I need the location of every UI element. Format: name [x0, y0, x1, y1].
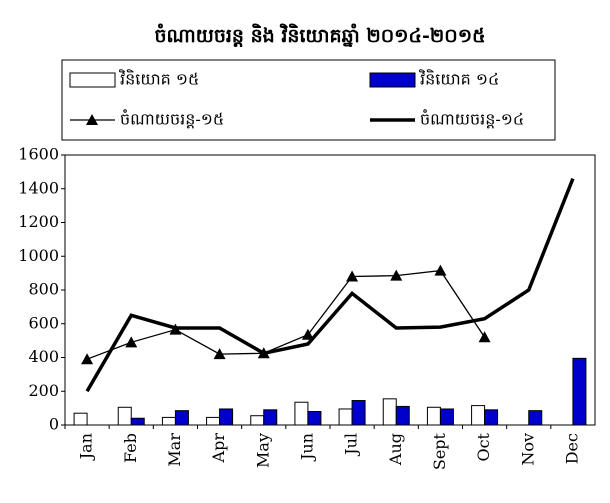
x-tick-label: Sept	[430, 432, 449, 470]
bar	[250, 415, 265, 426]
x-tick-label: Mar	[165, 433, 184, 467]
y-tick-label: 1400	[18, 178, 59, 197]
bar	[219, 408, 234, 426]
x-tick-label: May	[253, 433, 272, 468]
legend-box	[61, 59, 556, 141]
bar	[206, 416, 221, 426]
x-tick-label: Jul	[342, 433, 361, 457]
y-tick-label: 1200	[18, 212, 59, 231]
bar	[351, 400, 366, 426]
bar	[528, 410, 543, 426]
bar	[130, 417, 145, 426]
x-tick-label: Dec	[562, 433, 581, 464]
marker	[346, 270, 359, 282]
marker	[434, 264, 447, 276]
bar	[263, 409, 278, 426]
line	[85, 177, 575, 393]
legend-label: វិនិយោគ ១៤	[418, 69, 499, 89]
bar	[484, 409, 499, 426]
x-tick-label: Feb	[121, 433, 140, 463]
marker	[81, 353, 94, 365]
marker	[125, 336, 138, 348]
y-tick-label: 1000	[18, 246, 59, 265]
x-tick-label: Aug	[386, 433, 405, 466]
legend-label: ចំណាយចរន្ត-១៥	[120, 109, 224, 129]
bar	[294, 401, 309, 426]
bar	[117, 406, 132, 426]
marker	[301, 328, 314, 340]
bar	[471, 405, 486, 426]
bar	[439, 408, 454, 426]
bar	[426, 406, 441, 426]
y-tick-label: 600	[28, 313, 59, 332]
bar	[338, 408, 353, 426]
y-tick-label: 400	[28, 347, 59, 366]
bar	[395, 405, 410, 426]
y-tick-label: 800	[28, 280, 59, 299]
bar	[161, 416, 176, 426]
legend-marker	[86, 114, 98, 125]
bar	[174, 410, 189, 426]
x-tick-label: Apr	[209, 433, 228, 464]
bar	[73, 412, 88, 426]
y-tick-label: 1600	[18, 145, 59, 164]
legend-swatch	[369, 72, 416, 88]
bar	[307, 411, 322, 426]
legend-label: វិនិយោគ ១៥	[118, 69, 199, 89]
x-tick-label: Jan	[77, 433, 96, 461]
y-tick-label: 0	[49, 415, 59, 434]
marker	[213, 348, 226, 360]
x-tick-label: Nov	[518, 433, 537, 466]
marker	[390, 269, 403, 281]
x-tick-label: Oct	[474, 432, 493, 461]
bar	[382, 398, 397, 426]
line	[86, 269, 486, 360]
legend-label: ចំណាយចរន្ត-១៤	[420, 109, 524, 129]
y-tick-label: 200	[28, 381, 59, 400]
x-tick-label: Jun	[297, 433, 316, 462]
legend-swatch	[69, 72, 116, 88]
chart-title: ចំណាយចរន្ត និង វិនិយោគឆ្នាំ ២០១៤-២០១៥	[154, 23, 485, 47]
bar	[572, 357, 587, 426]
plot-area	[64, 154, 596, 426]
marker	[478, 331, 491, 343]
